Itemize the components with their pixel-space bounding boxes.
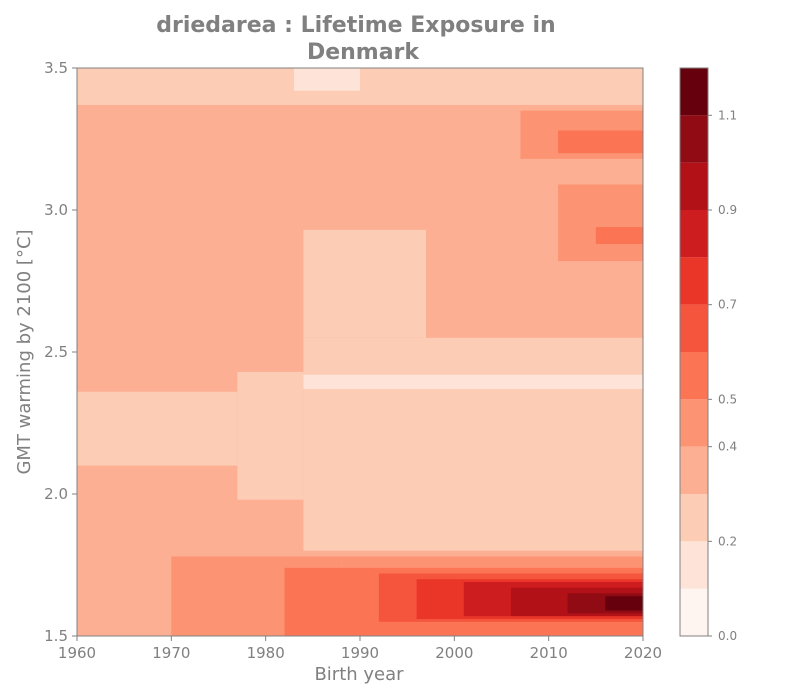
colorbar-band-2 [680, 494, 708, 542]
y-axis: 1.5 2.0 2.5 3.0 3.5 [44, 59, 77, 645]
x-tick-label: 2000 [435, 644, 473, 662]
contour-region-7 [293, 68, 360, 91]
colorbar-tick-label: 0.7 [718, 298, 737, 312]
colorbar-tick-label: 1.1 [718, 108, 737, 122]
colorbar-band-4 [680, 399, 708, 447]
contour-region-6 [303, 374, 643, 389]
contour-region-3 [303, 337, 643, 551]
contour-region-20 [605, 596, 643, 611]
colorbar-frame [679, 67, 709, 637]
x-tick-label: 2020 [624, 644, 662, 662]
colorbar [680, 68, 708, 636]
colorbar-band-9 [680, 162, 708, 210]
colorbar-tick-label: 0.0 [718, 629, 737, 643]
colorbar-band-6 [680, 304, 708, 352]
colorbar-band-10 [680, 115, 708, 163]
colorbar-band-7 [680, 257, 708, 305]
y-tick-label: 2.0 [44, 485, 68, 503]
x-tick-label: 2010 [530, 644, 568, 662]
contour-region-2 [237, 371, 304, 500]
contour-region-4 [303, 229, 427, 338]
y-tick-label: 3.5 [44, 59, 68, 77]
chart-title-line-2: Denmark [307, 40, 420, 65]
colorbar-band-8 [680, 210, 708, 258]
colorbar-band-3 [680, 446, 708, 494]
x-axis-label: Birth year [314, 664, 404, 685]
x-tick-label: 1980 [247, 644, 285, 662]
chart-title-line-1: driedarea : Lifetime Exposure in [156, 13, 555, 38]
contour-plot [77, 68, 643, 636]
y-tick-label: 2.5 [44, 343, 68, 361]
x-tick-label: 1960 [58, 644, 96, 662]
y-axis-label: GMT warming by 2100 [°C] [14, 229, 35, 474]
contour-region-11 [558, 184, 643, 262]
x-axis: 1960 1970 1980 1990 2000 2010 2020 [58, 636, 662, 662]
contour-region-1 [77, 391, 238, 466]
contour-region-13 [558, 130, 643, 154]
colorbar-band-5 [680, 352, 708, 400]
colorbar-tick-label: 0.2 [718, 534, 737, 548]
x-tick-label: 1970 [152, 644, 190, 662]
colorbar-band-1 [680, 541, 708, 589]
y-tick-label: 3.0 [44, 201, 68, 219]
y-tick-label: 1.5 [44, 627, 68, 645]
colorbar-ticks: 0.0 0.2 0.4 0.5 0.7 0.9 1.1 [708, 108, 737, 643]
x-tick-label: 1990 [341, 644, 379, 662]
colorbar-band-11 [680, 68, 708, 116]
colorbar-band-0 [680, 588, 708, 636]
contour-region-14 [595, 227, 643, 245]
colorbar-tick-label: 0.5 [718, 392, 737, 406]
colorbar-tick-label: 0.9 [718, 203, 737, 217]
colorbar-tick-label: 0.4 [718, 440, 737, 454]
